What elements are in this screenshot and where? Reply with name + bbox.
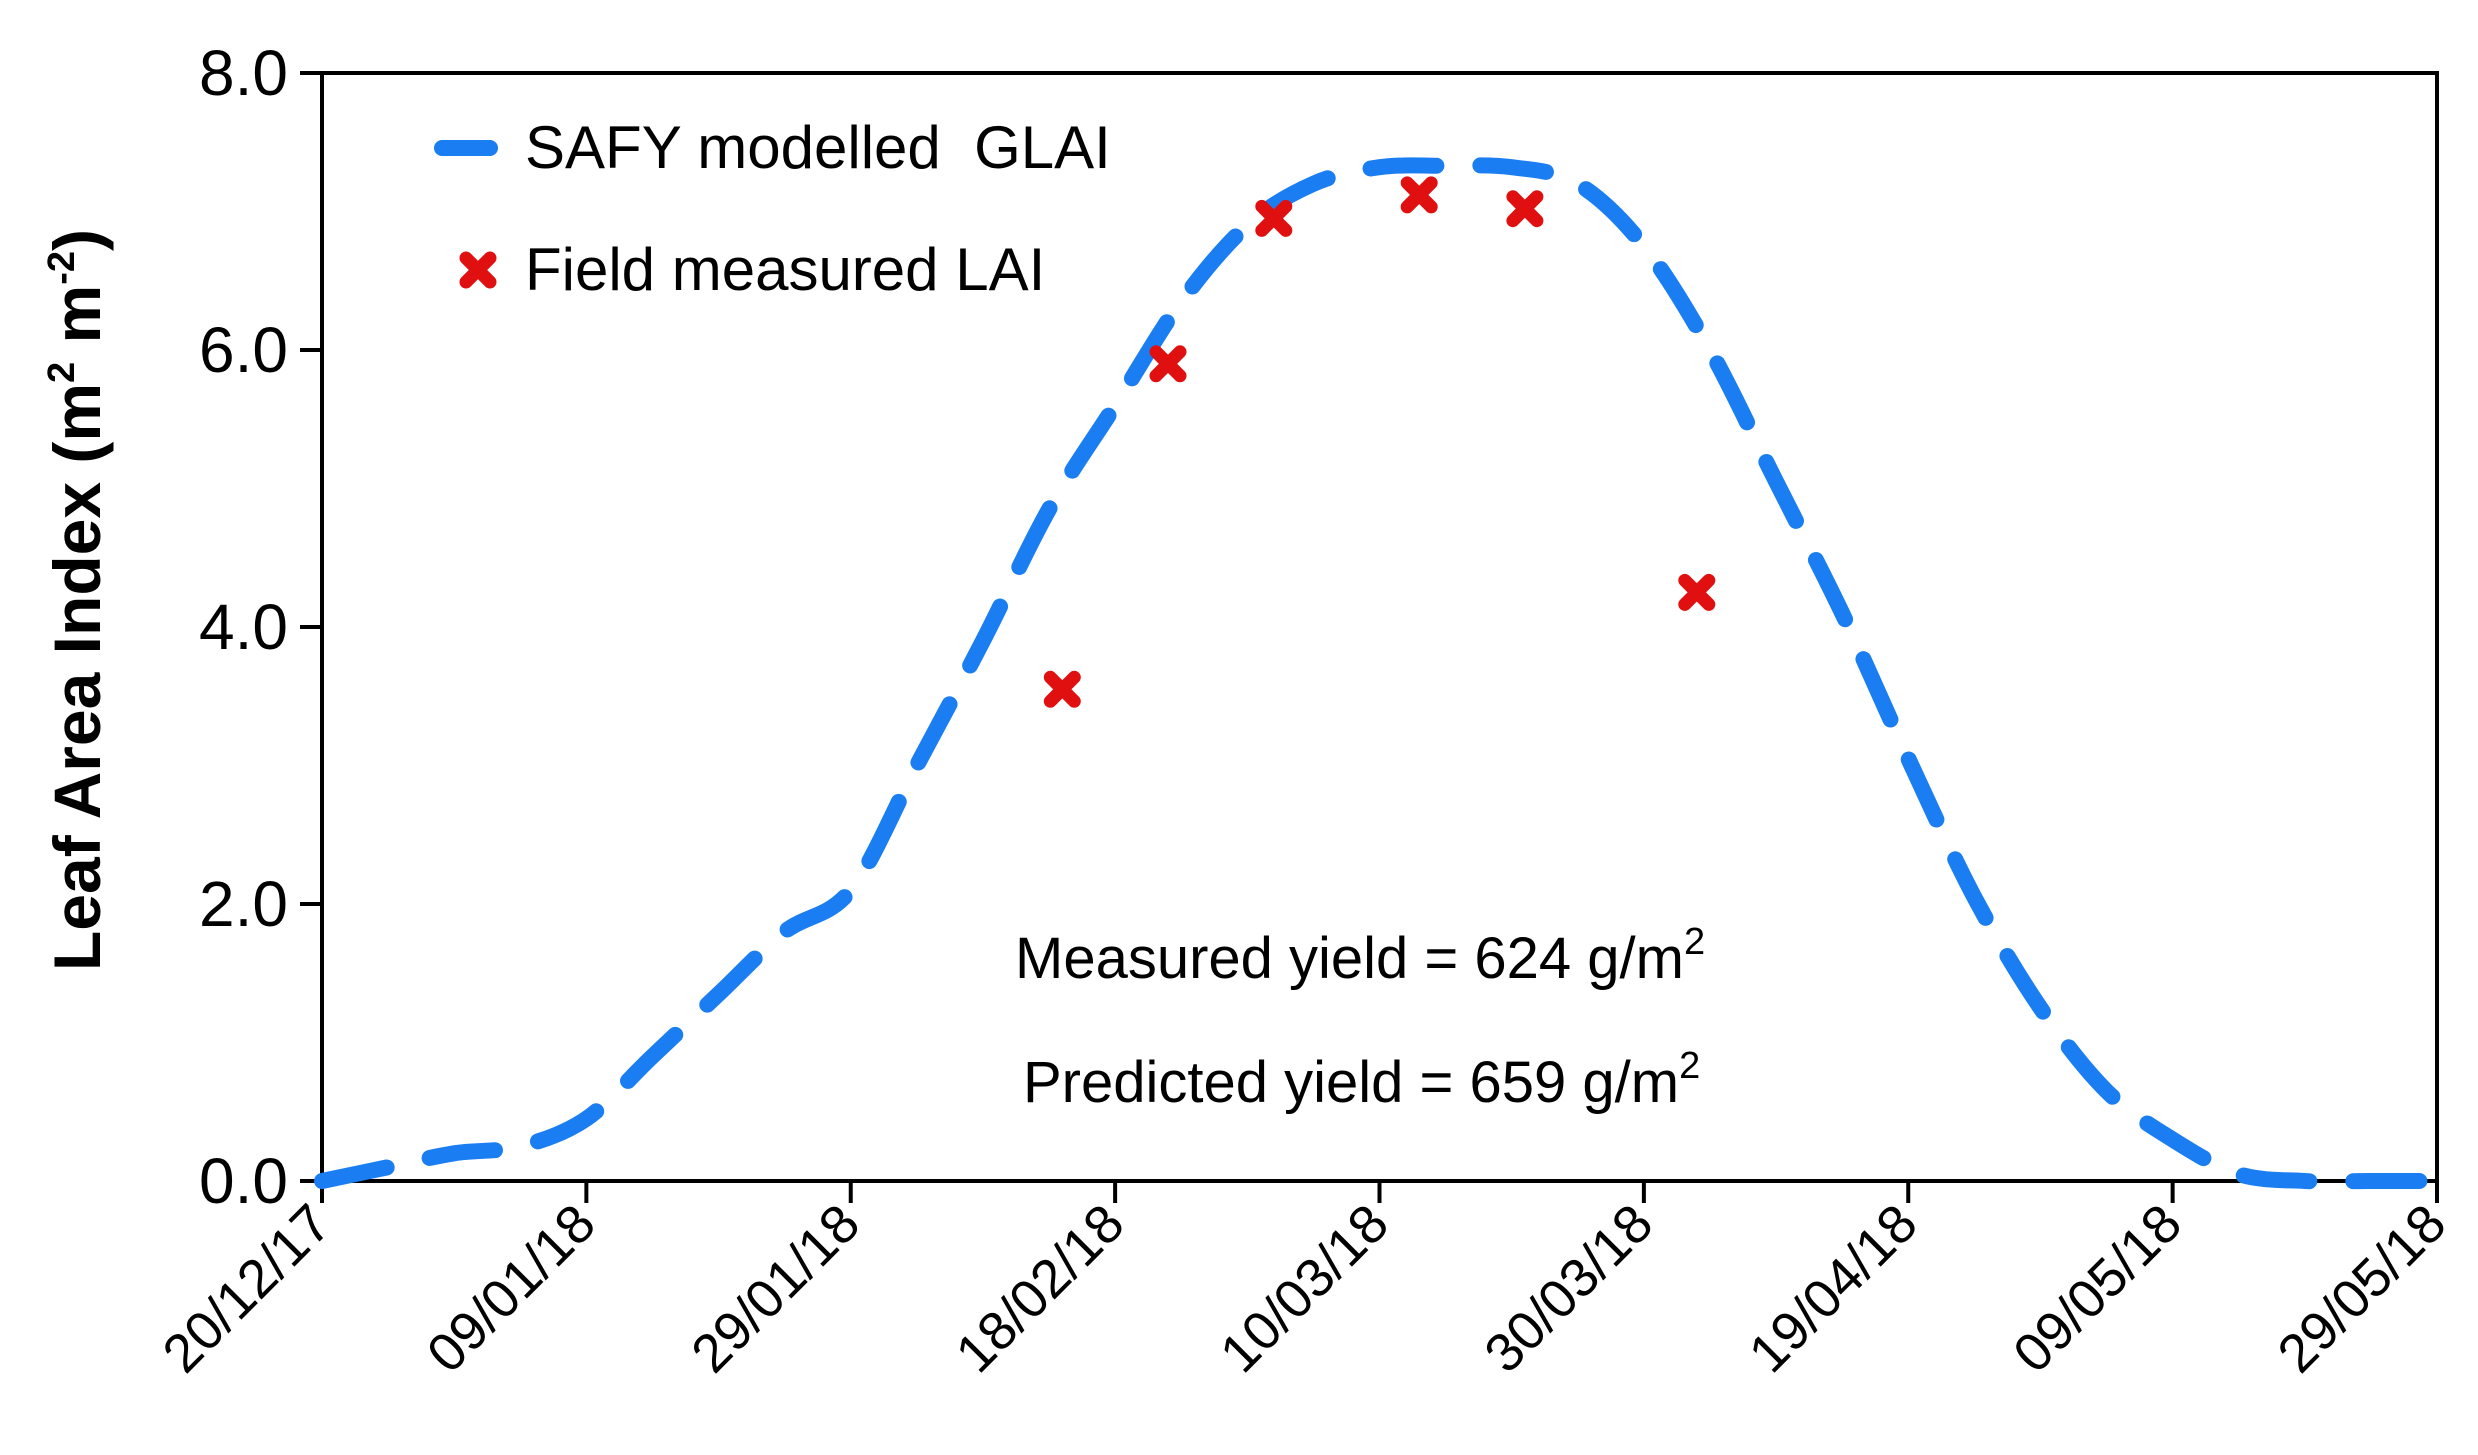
- x-tick-label: 29/01/18: [680, 1193, 871, 1384]
- legend-label-modelled-glai: SAFY modelled GLAI: [525, 114, 1111, 181]
- legend-label-field-lai: Field measured LAI: [525, 236, 1045, 303]
- x-tick-label: 10/03/18: [1209, 1193, 1400, 1384]
- legend: SAFY modelled GLAI Field measured LAI: [434, 114, 1111, 303]
- data-point-field-lai: [1400, 176, 1438, 214]
- y-tick-label: 8.0: [199, 37, 288, 109]
- x-tick-label: 30/03/18: [1473, 1193, 1664, 1384]
- x-tick-label: 29/05/18: [2266, 1193, 2457, 1384]
- x-tick-label: 19/04/18: [1738, 1193, 1929, 1384]
- x-tick-label: 09/01/18: [416, 1193, 607, 1384]
- y-tick-label: 0.0: [199, 1145, 288, 1217]
- predicted-yield-annotation: Predicted yield = 659 g/m2: [1023, 1045, 1700, 1115]
- predicted-yield-sup: 2: [1679, 1045, 1700, 1087]
- y-axis-label-sup-1: 2: [41, 362, 83, 383]
- y-axis-ticks: 0.0 2.0 4.0 6.0 8.0: [199, 37, 322, 1217]
- x-tick-label: 20/12/17: [151, 1193, 342, 1384]
- y-tick-label: 2.0: [199, 868, 288, 940]
- y-axis-label-middle: m: [40, 285, 114, 362]
- legend-swatch-field-lai: [459, 251, 497, 289]
- data-point-field-lai: [1506, 190, 1544, 228]
- y-axis-label-suffix: ): [40, 229, 114, 251]
- measured-yield-sup: 2: [1684, 921, 1705, 963]
- x-tick-label: 18/02/18: [945, 1193, 1136, 1384]
- y-axis-label-sup-2: -2: [41, 251, 83, 285]
- y-tick-label: 4.0: [199, 591, 288, 663]
- data-point-field-lai: [1149, 345, 1187, 383]
- y-axis-label: Leaf Area Index (m2 m-2): [40, 229, 114, 971]
- data-point-field-lai: [1678, 573, 1716, 611]
- data-point-field-lai: [1043, 670, 1081, 708]
- data-point-field-lai: [1255, 199, 1293, 237]
- measured-yield-annotation: Measured yield = 624 g/m2: [1015, 921, 1705, 991]
- x-tick-label: 09/05/18: [2002, 1193, 2193, 1384]
- y-tick-label: 6.0: [199, 314, 288, 386]
- series-line-modelled-glai: [314, 157, 2445, 1190]
- x-axis-ticks: 20/12/17 09/01/18 29/01/18 18/02/18 10/03/18…: [151, 1181, 2457, 1384]
- series-layer: [314, 157, 2445, 1190]
